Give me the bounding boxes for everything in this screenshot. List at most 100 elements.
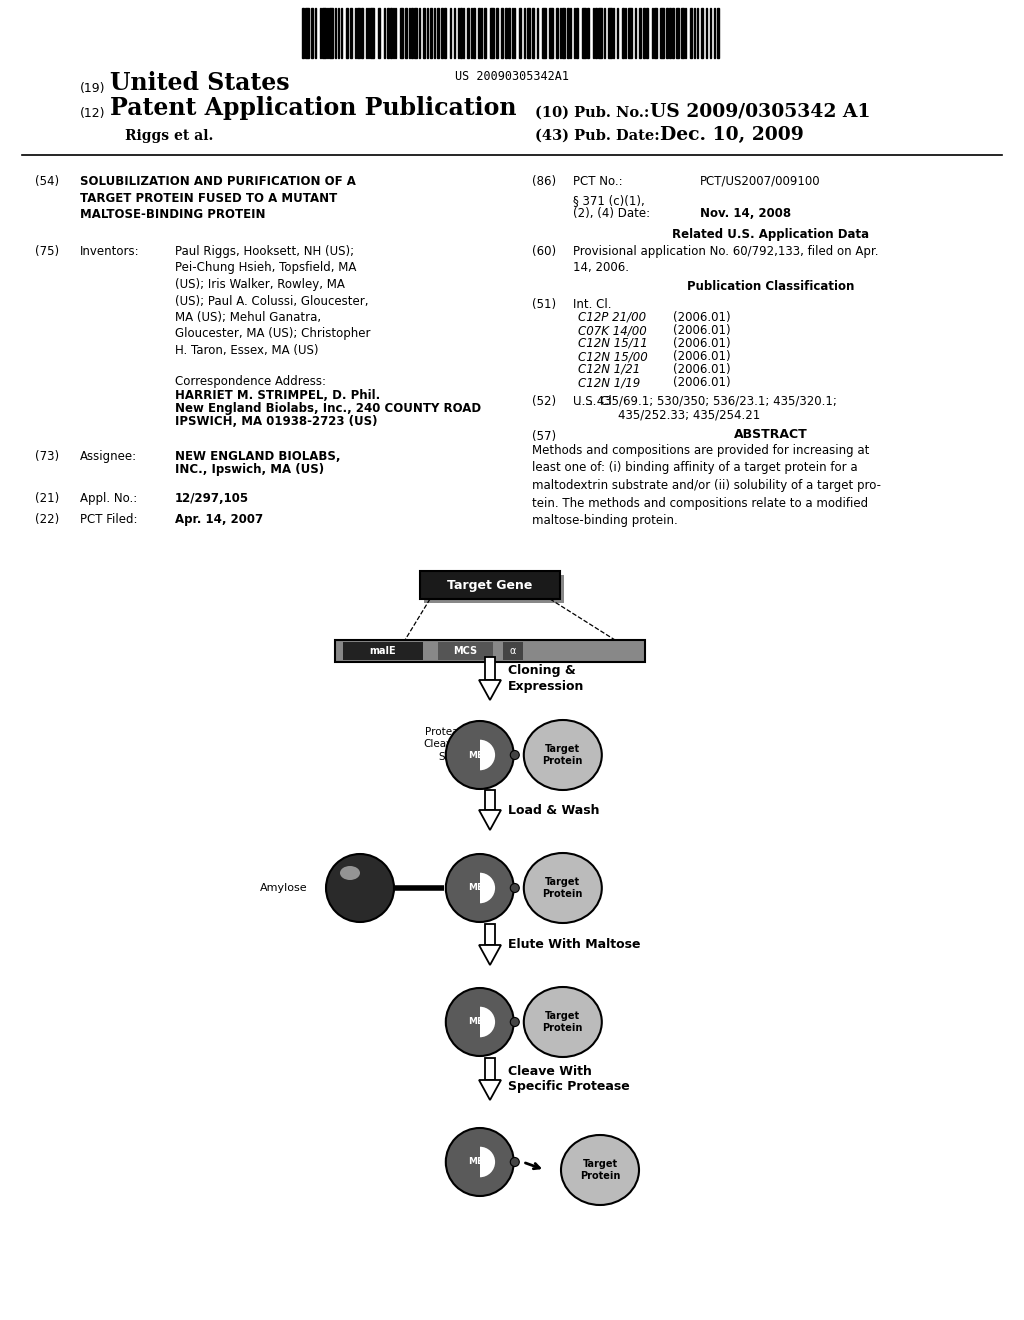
Bar — [598, 8, 602, 58]
Bar — [343, 642, 423, 660]
Bar — [311, 8, 313, 58]
Text: Dec. 10, 2009: Dec. 10, 2009 — [660, 125, 804, 144]
Text: US 20090305342A1: US 20090305342A1 — [455, 70, 569, 83]
Text: Protease
Cleavage
Site: Protease Cleavage Site — [424, 727, 472, 762]
Text: (57): (57) — [532, 430, 556, 444]
Text: HARRIET M. STRIMPEL, D. Phil.: HARRIET M. STRIMPEL, D. Phil. — [175, 389, 380, 403]
Text: SOLUBILIZATION AND PURIFICATION OF A
TARGET PROTEIN FUSED TO A MUTANT
MALTOSE-BI: SOLUBILIZATION AND PURIFICATION OF A TAR… — [80, 176, 356, 220]
Text: U.S. Cl.: U.S. Cl. — [573, 395, 615, 408]
Bar — [587, 8, 589, 58]
Ellipse shape — [445, 854, 514, 921]
Text: Related U.S. Application Data: Related U.S. Application Data — [673, 228, 869, 242]
Text: NEW ENGLAND BIOLABS,: NEW ENGLAND BIOLABS, — [175, 450, 341, 463]
Bar — [441, 8, 443, 58]
Text: (2006.01): (2006.01) — [673, 376, 731, 389]
Text: PCT Filed:: PCT Filed: — [80, 513, 137, 525]
Ellipse shape — [340, 866, 360, 880]
Ellipse shape — [510, 883, 519, 892]
Ellipse shape — [445, 721, 514, 789]
Bar — [575, 8, 578, 58]
Bar — [608, 8, 612, 58]
Bar — [542, 8, 546, 58]
Text: MBP: MBP — [469, 883, 492, 892]
Bar — [681, 8, 684, 58]
Text: C12N 15/00: C12N 15/00 — [578, 350, 648, 363]
Ellipse shape — [445, 987, 514, 1056]
Text: α: α — [510, 645, 516, 656]
Text: Elute With Maltose: Elute With Maltose — [508, 939, 640, 950]
Text: INC., Ipswich, MA (US): INC., Ipswich, MA (US) — [175, 463, 325, 477]
Ellipse shape — [510, 1018, 519, 1027]
Bar — [390, 8, 392, 58]
Text: Correspondence Address:: Correspondence Address: — [175, 375, 326, 388]
Text: Target
Protein: Target Protein — [543, 878, 583, 899]
Text: Methods and compositions are provided for increasing at
least one of: (i) bindin: Methods and compositions are provided fo… — [532, 444, 881, 527]
Text: (22): (22) — [35, 513, 59, 525]
Bar — [350, 8, 352, 58]
Ellipse shape — [445, 1129, 514, 1196]
Bar — [595, 8, 597, 58]
Bar — [463, 1005, 480, 1039]
Text: (10) Pub. No.:: (10) Pub. No.: — [535, 106, 649, 120]
Text: (60): (60) — [532, 246, 556, 257]
Bar — [549, 8, 553, 58]
Text: Target
Protein: Target Protein — [580, 1159, 621, 1181]
Text: Appl. No.:: Appl. No.: — [80, 492, 137, 506]
Text: (2), (4) Date:: (2), (4) Date: — [573, 207, 650, 220]
Text: (73): (73) — [35, 450, 59, 463]
Bar — [484, 8, 486, 58]
Text: (86): (86) — [532, 176, 556, 187]
Ellipse shape — [524, 719, 602, 789]
Bar — [503, 642, 523, 660]
Bar — [508, 8, 510, 58]
Bar — [567, 8, 569, 58]
Text: PCT/US2007/009100: PCT/US2007/009100 — [700, 176, 820, 187]
Ellipse shape — [510, 751, 519, 759]
Bar — [411, 8, 413, 58]
Text: § 371 (c)(1),: § 371 (c)(1), — [573, 194, 645, 207]
Text: New England Biolabs, Inc., 240 COUNTY ROAD: New England Biolabs, Inc., 240 COUNTY RO… — [175, 403, 481, 414]
Bar — [437, 8, 439, 58]
Bar — [414, 8, 417, 58]
Text: Cloning &
Expression: Cloning & Expression — [508, 664, 585, 693]
Bar — [527, 8, 530, 58]
Bar — [346, 8, 348, 58]
Ellipse shape — [465, 1147, 495, 1177]
Text: C12N 1/19: C12N 1/19 — [578, 376, 640, 389]
Text: Provisional application No. 60/792,133, filed on Apr.
14, 2006.: Provisional application No. 60/792,133, … — [573, 246, 879, 275]
Bar — [473, 8, 475, 58]
Text: Apr. 14, 2007: Apr. 14, 2007 — [175, 513, 263, 525]
Text: US 2009/0305342 A1: US 2009/0305342 A1 — [650, 103, 870, 121]
Text: .... 435/69.1; 530/350; 536/23.1; 435/320.1;: .... 435/69.1; 530/350; 536/23.1; 435/32… — [578, 395, 837, 408]
Bar — [717, 8, 719, 58]
Bar — [467, 8, 469, 58]
Text: Riggs et al.: Riggs et al. — [125, 129, 213, 143]
Ellipse shape — [326, 854, 394, 921]
Bar — [669, 8, 671, 58]
Bar — [463, 871, 480, 906]
Text: Publication Classification: Publication Classification — [687, 280, 855, 293]
Ellipse shape — [524, 987, 602, 1057]
Text: Amylose: Amylose — [260, 883, 308, 894]
Bar — [406, 8, 407, 58]
Text: 12/297,105: 12/297,105 — [175, 492, 249, 506]
Text: Assignee:: Assignee: — [80, 450, 137, 463]
Text: (75): (75) — [35, 246, 59, 257]
FancyBboxPatch shape — [424, 576, 564, 603]
Text: (52): (52) — [532, 395, 556, 408]
Text: MBP: MBP — [469, 751, 492, 759]
Text: Int. Cl.: Int. Cl. — [573, 298, 611, 312]
Bar — [430, 8, 432, 58]
Text: (43) Pub. Date:: (43) Pub. Date: — [535, 129, 659, 143]
Text: Paul Riggs, Hooksett, NH (US);
Pei-Chung Hsieh, Topsfield, MA
(US); Iris Walker,: Paul Riggs, Hooksett, NH (US); Pei-Chung… — [175, 246, 371, 356]
Text: United States: United States — [110, 71, 290, 95]
Bar — [387, 8, 389, 58]
Text: Target
Protein: Target Protein — [543, 744, 583, 766]
Bar — [505, 8, 507, 58]
Bar — [463, 1144, 480, 1179]
Bar — [643, 8, 645, 58]
Bar — [305, 8, 309, 58]
Polygon shape — [479, 810, 501, 830]
Bar — [562, 8, 565, 58]
Bar — [463, 738, 480, 772]
